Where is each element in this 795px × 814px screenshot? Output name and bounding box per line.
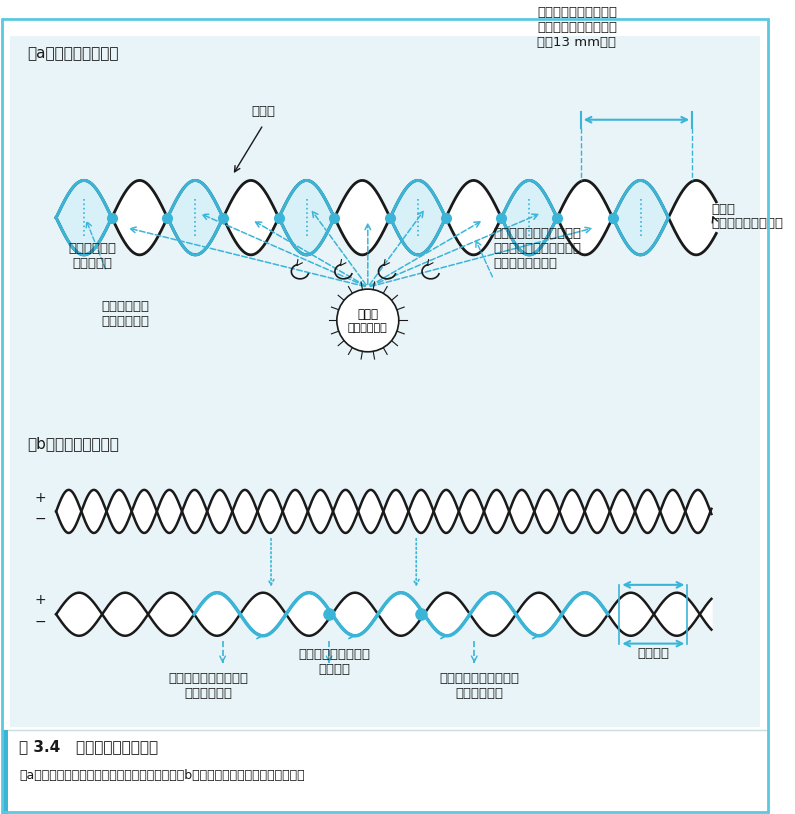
Text: −: − <box>35 615 46 629</box>
Text: 图 3.4   双绞线对噪声的抑制: 图 3.4 双绞线对噪声的抑制 <box>19 739 158 755</box>
Bar <box>10 428 760 727</box>
Text: 正信号线泄漏的电磁波
所产生的噪声: 正信号线泄漏的电磁波 所产生的噪声 <box>168 672 248 701</box>
Text: 负信号线泄漏的电磁波
所产生的噪声: 负信号线泄漏的电磁波 所产生的噪声 <box>439 672 519 701</box>
Bar <box>2 730 8 814</box>
Text: −: − <box>35 512 46 526</box>
Text: 改变节距: 改变节距 <box>638 647 669 660</box>
Text: 电流沿箭头方向流动，相
邻信号线中电流的方向相
反，噪声相互抵消: 电流沿箭头方向流动，相 邻信号线中电流的方向相 反，噪声相互抵消 <box>494 226 582 269</box>
Text: 噪声源: 噪声源 <box>357 308 378 321</box>
Text: 缠绕的信号线
形成螺旋形: 缠绕的信号线 形成螺旋形 <box>68 242 116 269</box>
Text: （a）通过两根信号线的缠绕抵消外源性噪声；（b）通过改变节距抑制内源性噪声。: （a）通过两根信号线的缠绕抵消外源性噪声；（b）通过改变节距抑制内源性噪声。 <box>19 768 305 781</box>
Text: （b）抵消内源性噪声: （b）抵消内源性噪声 <box>27 435 119 451</box>
Text: 电磁波: 电磁波 <box>251 105 275 118</box>
Text: 沿电磁波右旋
方向产生电流: 沿电磁波右旋 方向产生电流 <box>102 300 149 328</box>
Text: 节距越大抵消噪音的效
果越弱，五类网线的节
距为13 mm以内: 节距越大抵消噪音的效 果越弱，五类网线的节 距为13 mm以内 <box>537 7 617 50</box>
Text: 噪声成分方向相反，
相互抵消: 噪声成分方向相反， 相互抵消 <box>298 648 370 676</box>
Text: （螺旋状相互缠绕）: （螺旋状相互缠绕） <box>712 217 783 230</box>
Text: +: + <box>35 593 46 607</box>
Text: +: + <box>35 491 46 505</box>
Text: （电磁波源）: （电磁波源） <box>348 323 388 333</box>
Text: （a）抵消外源性噪声: （a）抵消外源性噪声 <box>27 46 118 61</box>
Text: 双绞线: 双绞线 <box>712 203 735 216</box>
Bar <box>10 37 760 428</box>
Circle shape <box>337 289 399 352</box>
